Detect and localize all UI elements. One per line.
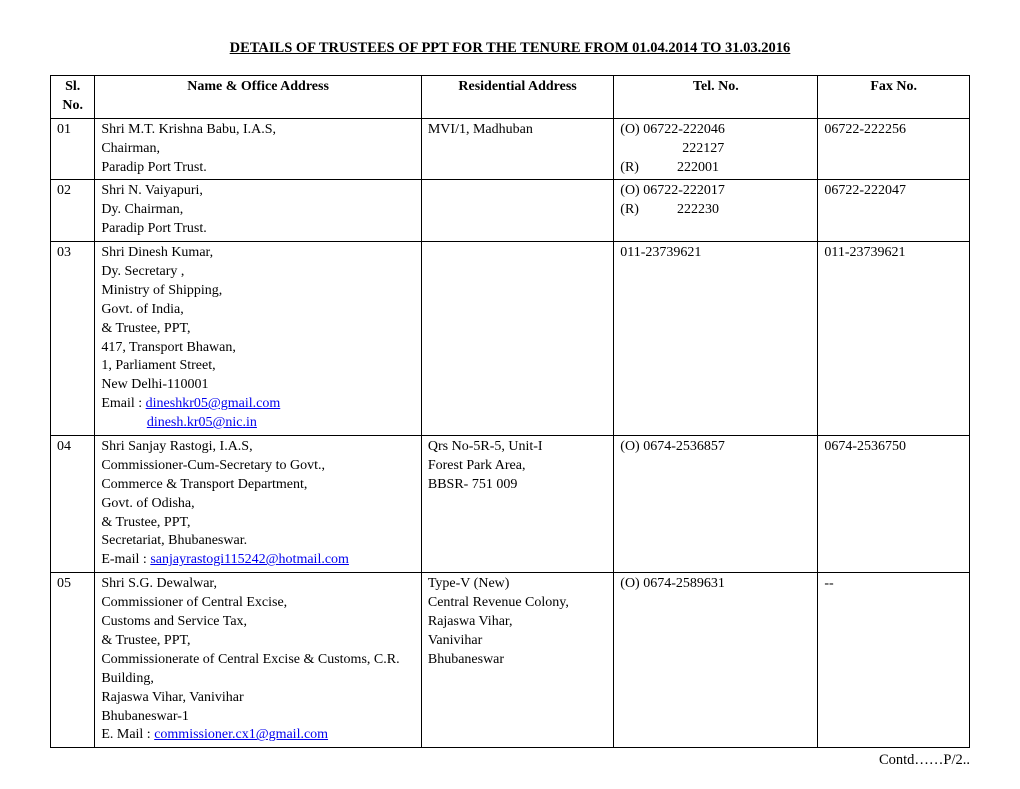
text: Shri Sanjay Rastogi, I.A.S, <box>101 439 252 454</box>
text: 417, Transport Bhawan, <box>101 340 236 355</box>
cell-sl: 01 <box>51 118 95 180</box>
text: Commissionerate of Central Excise & Cust… <box>101 652 399 686</box>
cell-sl: 05 <box>51 573 95 748</box>
table-header-row: Sl. No. Name & Office Address Residentia… <box>51 76 970 119</box>
email-label: Email : <box>101 396 145 411</box>
cell-name: Shri N. Vaiyapuri, Dy. Chairman, Paradip… <box>95 180 422 242</box>
cell-name: Shri M.T. Krishna Babu, I.A.S, Chairman,… <box>95 118 422 180</box>
text: (O) 06722-222017 <box>620 183 725 198</box>
text: Dy. Secretary , <box>101 264 184 279</box>
cell-tel: (O) 06722-222046 222127 (R) 222001 <box>614 118 818 180</box>
col-fax: Fax No. <box>818 76 970 119</box>
text: Bhubaneswar-1 <box>101 709 189 724</box>
text: Dy. Chairman, <box>101 202 183 217</box>
email-label: E. Mail : <box>101 727 154 742</box>
text: Commerce & Transport Department, <box>101 477 307 492</box>
email-link[interactable]: dinesh.kr05@nic.in <box>147 415 257 430</box>
text: & Trustee, PPT, <box>101 633 190 648</box>
text: Shri Dinesh Kumar, <box>101 245 213 260</box>
text: 1, Parliament Street, <box>101 358 215 373</box>
text: 222230 <box>677 202 719 217</box>
text: Shri M.T. Krishna Babu, I.A.S, <box>101 122 276 137</box>
table-row: 05 Shri S.G. Dewalwar, Commissioner of C… <box>51 573 970 748</box>
cell-res <box>421 242 613 436</box>
text: New Delhi-110001 <box>101 377 208 392</box>
col-sl: Sl. No. <box>51 76 95 119</box>
text: Commissioner of Central Excise, <box>101 595 287 610</box>
trustees-table: Sl. No. Name & Office Address Residentia… <box>50 75 970 748</box>
text: Shri S.G. Dewalwar, <box>101 576 217 591</box>
text: Chairman, <box>101 141 160 156</box>
text: Bhubaneswar <box>428 652 504 667</box>
text: Qrs No-5R-5, Unit-I <box>428 439 543 454</box>
table-row: 02 Shri N. Vaiyapuri, Dy. Chairman, Para… <box>51 180 970 242</box>
text: Ministry of Shipping, <box>101 283 222 298</box>
table-row: 03 Shri Dinesh Kumar, Dy. Secretary , Mi… <box>51 242 970 436</box>
text: Forest Park Area, <box>428 458 526 473</box>
table-row: 01 Shri M.T. Krishna Babu, I.A.S, Chairm… <box>51 118 970 180</box>
spacer <box>101 415 147 430</box>
cell-tel: (O) 06722-222017 (R) 222230 <box>614 180 818 242</box>
text: (R) <box>620 160 639 175</box>
email-link[interactable]: sanjayrastogi115242@hotmail.com <box>150 552 349 567</box>
text: Govt. of Odisha, <box>101 496 194 511</box>
cell-sl: 04 <box>51 436 95 573</box>
cell-res: Type-V (New) Central Revenue Colony, Raj… <box>421 573 613 748</box>
text: Secretariat, Bhubaneswar. <box>101 533 247 548</box>
table-row: 04 Shri Sanjay Rastogi, I.A.S, Commissio… <box>51 436 970 573</box>
text: Customs and Service Tax, <box>101 614 247 629</box>
text: Shri N. Vaiyapuri, <box>101 183 203 198</box>
page-title: DETAILS OF TRUSTEES OF PPT FOR THE TENUR… <box>50 40 970 57</box>
cell-res: MVI/1, Madhuban <box>421 118 613 180</box>
text: & Trustee, PPT, <box>101 321 190 336</box>
text: Type-V (New) <box>428 576 510 591</box>
text: & Trustee, PPT, <box>101 515 190 530</box>
text: Vanivihar <box>428 633 482 648</box>
cell-name: Shri S.G. Dewalwar, Commissioner of Cent… <box>95 573 422 748</box>
cell-tel: (O) 0674-2589631 <box>614 573 818 748</box>
text: Paradip Port Trust. <box>101 160 206 175</box>
cell-tel: (O) 0674-2536857 <box>614 436 818 573</box>
cell-sl: 02 <box>51 180 95 242</box>
text: (O) 06722-222046 <box>620 122 725 137</box>
email-link[interactable]: dineshkr05@gmail.com <box>146 396 281 411</box>
text: Rajaswa Vihar, <box>428 614 513 629</box>
page-footer: Contd……P/2.. <box>50 752 970 769</box>
cell-fax: -- <box>818 573 970 748</box>
cell-fax: 06722-222047 <box>818 180 970 242</box>
text: 222001 <box>677 160 719 175</box>
cell-name: Shri Sanjay Rastogi, I.A.S, Commissioner… <box>95 436 422 573</box>
cell-sl: 03 <box>51 242 95 436</box>
col-name: Name & Office Address <box>95 76 422 119</box>
text: Paradip Port Trust. <box>101 221 206 236</box>
text: 222127 <box>682 141 724 156</box>
cell-tel: 011-23739621 <box>614 242 818 436</box>
cell-res <box>421 180 613 242</box>
col-tel: Tel. No. <box>614 76 818 119</box>
text: Central Revenue Colony, <box>428 595 569 610</box>
cell-res: Qrs No-5R-5, Unit-I Forest Park Area, BB… <box>421 436 613 573</box>
cell-fax: 06722-222256 <box>818 118 970 180</box>
cell-fax: 0674-2536750 <box>818 436 970 573</box>
text: (R) <box>620 202 639 217</box>
text: Rajaswa Vihar, Vanivihar <box>101 690 243 705</box>
text: Commissioner-Cum-Secretary to Govt., <box>101 458 325 473</box>
text: BBSR- 751 009 <box>428 477 517 492</box>
cell-name: Shri Dinesh Kumar, Dy. Secretary , Minis… <box>95 242 422 436</box>
col-res: Residential Address <box>421 76 613 119</box>
email-link[interactable]: commissioner.cx1@gmail.com <box>154 727 328 742</box>
email-label: E-mail : <box>101 552 150 567</box>
text: Govt. of India, <box>101 302 183 317</box>
cell-fax: 011-23739621 <box>818 242 970 436</box>
